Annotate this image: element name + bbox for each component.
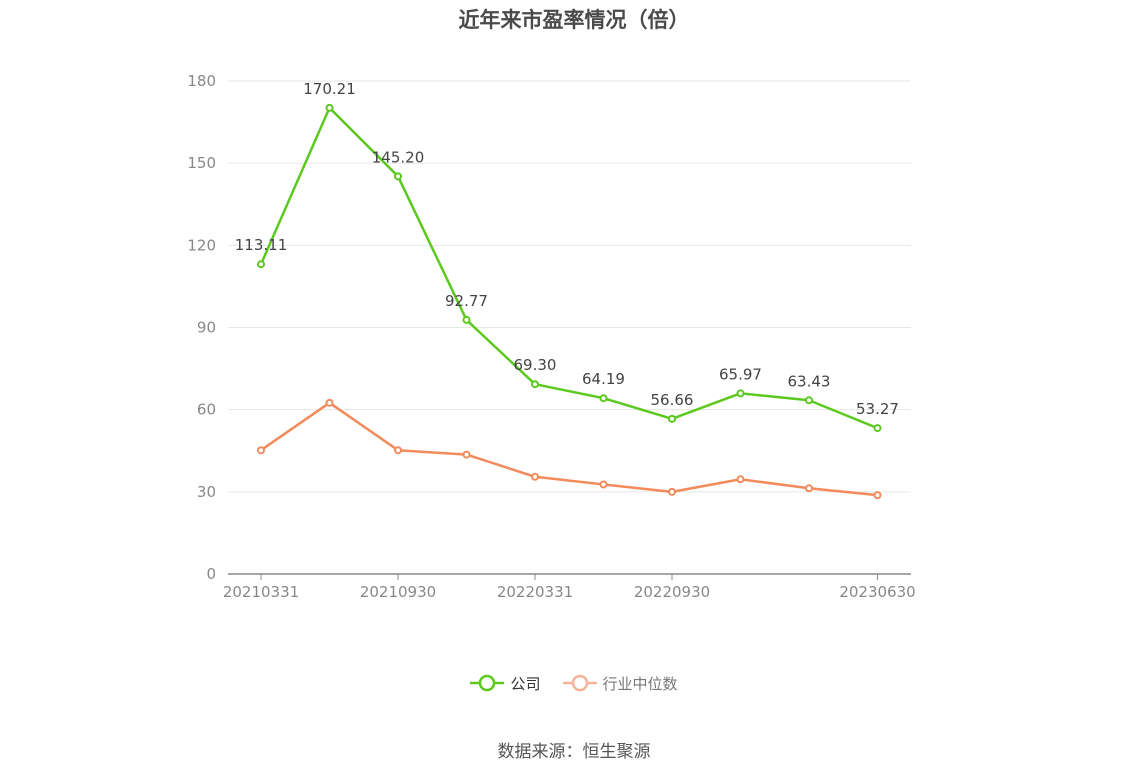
data-point-industry[interactable] — [873, 491, 882, 500]
data-label: 53.27 — [856, 400, 899, 418]
legend-label-company: 公司 — [510, 674, 541, 693]
data-label: 92.77 — [445, 292, 488, 310]
source-note: 数据来源：恒生聚源 — [497, 742, 651, 762]
series-lines — [257, 103, 882, 500]
data-point-industry[interactable] — [805, 484, 813, 493]
data-labels: 113.11 170.21 145.20 92.77 69.30 64.19 56.66 65… — [235, 80, 899, 418]
x-tick-label: 20230630 — [839, 583, 915, 601]
data-point-industry[interactable] — [736, 475, 745, 484]
data-label: 69.30 — [514, 356, 557, 374]
y-tick-label: 150 — [187, 154, 216, 172]
y-tick-label: 0 — [206, 565, 216, 583]
data-point-industry[interactable] — [325, 398, 334, 407]
x-tick-label: 20210930 — [360, 583, 436, 601]
legend-company-icon — [470, 674, 505, 692]
axes: 0 30 60 90 120 150 180 20210331 20210930 20220331… — [187, 72, 915, 601]
y-tick-label: 120 — [187, 236, 216, 254]
data-point-industry[interactable] — [257, 446, 265, 455]
y-tick-label: 30 — [197, 483, 216, 501]
data-point-industry[interactable] — [668, 487, 676, 496]
data-point-company[interactable] — [325, 103, 334, 112]
data-point-company[interactable] — [805, 396, 813, 405]
legend-label-industry: 行业中位数 — [602, 674, 678, 693]
chart-title: 近年来市盈率情况（倍） — [458, 8, 690, 32]
data-label: 170.21 — [303, 80, 356, 98]
data-point-industry[interactable] — [599, 480, 608, 489]
x-tick-label: 20210331 — [223, 583, 299, 601]
x-tick-label: 20220331 — [497, 583, 573, 601]
legend-industry-icon — [562, 674, 597, 692]
data-label: 113.11 — [235, 236, 288, 254]
legend-item-industry[interactable]: 行业中位数 — [562, 672, 678, 694]
data-label: 56.66 — [651, 391, 694, 409]
data-point-industry[interactable] — [462, 450, 471, 459]
data-point-company[interactable] — [394, 172, 402, 181]
data-label: 63.43 — [788, 372, 831, 390]
data-point-industry[interactable] — [531, 472, 539, 481]
legend-item-company[interactable]: 公司 — [470, 672, 541, 694]
x-tick-label: 20220930 — [634, 583, 710, 601]
grid-lines — [228, 80, 911, 493]
legend: 公司 行业中位数 — [0, 672, 1148, 694]
data-point-company[interactable] — [668, 414, 676, 423]
series-line-industry — [260, 401, 878, 497]
data-label: 65.97 — [719, 365, 762, 383]
data-point-company[interactable] — [599, 394, 608, 403]
data-label: 64.19 — [582, 370, 625, 388]
data-point-company[interactable] — [462, 315, 471, 324]
y-tick-label: 60 — [197, 401, 216, 419]
data-point-company[interactable] — [736, 389, 745, 398]
y-tick-label: 180 — [187, 72, 216, 90]
data-point-company[interactable] — [873, 424, 882, 433]
data-point-industry[interactable] — [394, 446, 402, 455]
y-tick-label: 90 — [197, 319, 216, 337]
series-line-company — [259, 106, 878, 430]
data-label: 145.20 — [372, 148, 425, 166]
data-point-company[interactable] — [531, 380, 539, 389]
data-point-company[interactable] — [257, 260, 265, 269]
